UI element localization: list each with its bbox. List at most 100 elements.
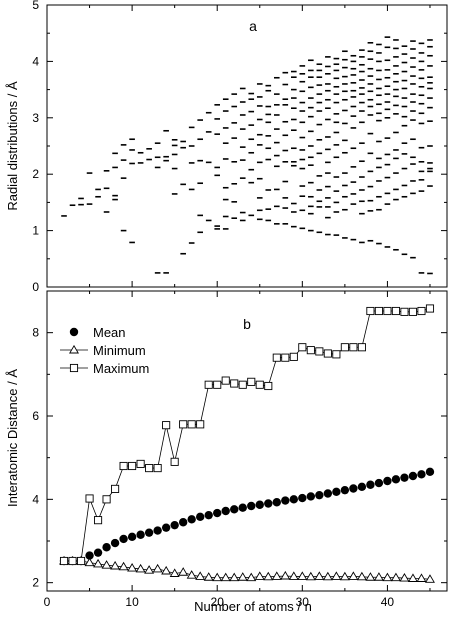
series-1-point (297, 571, 308, 580)
series-2-point (357, 343, 366, 352)
panel-b-y-tick-label: 2 (32, 576, 39, 590)
series-2-point (400, 307, 409, 316)
series-0-point (315, 490, 324, 500)
series-1-point (424, 574, 435, 583)
series-2-point (136, 459, 145, 468)
series-1-point (93, 558, 104, 568)
series-2-point (128, 461, 137, 471)
series-1-point (271, 571, 282, 580)
series-0-point (289, 495, 299, 504)
series-1-point (365, 572, 376, 581)
series-2-point (306, 346, 315, 355)
series-2-point (213, 380, 222, 389)
panel-a-y-tick-label: 1 (32, 224, 39, 238)
series-2-point (417, 306, 426, 316)
series-0-point (281, 496, 290, 505)
panel-b-interatomic-distance: 0 10 20 30 40 2 4 6 8 (32, 290, 448, 609)
series-2-point (383, 306, 392, 316)
series-2-point (196, 420, 205, 429)
series-1-point (118, 561, 129, 571)
series-1-point (254, 571, 265, 580)
series-2-point (170, 457, 179, 466)
series-0-point (187, 515, 196, 524)
series-1-point (144, 565, 155, 574)
panel-b-y-axis-title: Interatomic Distance / Å (5, 369, 20, 507)
series-2-point (230, 379, 239, 388)
series-1-point (339, 571, 350, 581)
series-1-point (101, 560, 112, 569)
series-0-point (213, 508, 222, 518)
series-0-point (357, 482, 367, 492)
series-1-point (390, 572, 401, 582)
series-2-point (340, 343, 349, 352)
panel-b-y-tick-label: 4 (32, 492, 39, 506)
series-2-point (298, 343, 307, 352)
series-2-point (323, 349, 332, 358)
panel-b-x-axis-title: Number of atoms / n (194, 599, 312, 614)
series-1-point (169, 568, 180, 577)
series-0-point (161, 523, 171, 532)
series-0-point (374, 478, 384, 488)
legend-marker (69, 327, 79, 337)
series-0-point (178, 518, 188, 527)
series-0-point (306, 492, 316, 501)
legend-marker (69, 344, 79, 354)
series-1-point (186, 570, 197, 579)
panel-b-x-tick-label: 30 (296, 595, 310, 609)
panel-b-y-tick-label: 8 (32, 326, 39, 340)
series-2-point (111, 484, 120, 493)
series-1-point (229, 572, 240, 582)
series-2-point (391, 306, 400, 316)
series-2-point (272, 353, 281, 362)
series-0-point (332, 487, 341, 497)
panel-a-radial-distributions: 0 1 2 3 4 5 (32, 0, 448, 294)
series-0-point (230, 505, 239, 514)
panel-a-y-tick-label: 0 (32, 280, 39, 294)
series-2-point (374, 306, 383, 316)
series-1-point (110, 560, 121, 570)
series-0-point (195, 512, 205, 522)
legend-label: Mean (93, 325, 126, 340)
series-0-point (119, 534, 128, 544)
series-0-point (298, 493, 307, 503)
series-2-point (204, 380, 213, 389)
legend-label: Minimum (93, 343, 146, 358)
panel-a-y-tick-label: 5 (32, 0, 39, 12)
series-2-point (238, 380, 247, 389)
series-1-point (373, 572, 384, 581)
legend-label: Maximum (93, 361, 149, 376)
series-1-point (135, 563, 146, 573)
series-0-point (408, 471, 418, 481)
series-1-point (305, 571, 316, 581)
series-0-point (366, 480, 375, 489)
series-0-point (255, 500, 264, 509)
series-0-point (153, 526, 162, 535)
series-1-point (407, 573, 418, 582)
series-2-point (289, 352, 298, 361)
series-0-point (264, 499, 273, 508)
series-2-point (145, 464, 154, 473)
series-0-point (85, 551, 94, 560)
series-2-point (221, 376, 230, 385)
series-0-point (247, 501, 256, 511)
series-2-point (85, 494, 94, 503)
series-1-point (212, 572, 223, 582)
series-2-point (332, 350, 341, 359)
series-1-point (195, 571, 206, 580)
series-0-point (400, 473, 409, 482)
series-2-point (162, 421, 171, 430)
series-1-point (203, 572, 214, 581)
series-2-point (153, 464, 162, 473)
panel-b-x-tick-label: 0 (44, 595, 51, 609)
series-1-point (152, 563, 163, 573)
series-2-point (179, 420, 188, 429)
panel-b-x-tick-label: 10 (125, 595, 139, 609)
panel-a-y-axis-title: Radial distributions / Å (5, 81, 20, 211)
series-1-point (382, 572, 393, 582)
series-1-point (84, 557, 95, 567)
series-0-point (238, 503, 247, 512)
series-2-point (315, 347, 324, 356)
series-0-point (272, 498, 281, 507)
series-1-point (161, 565, 172, 575)
